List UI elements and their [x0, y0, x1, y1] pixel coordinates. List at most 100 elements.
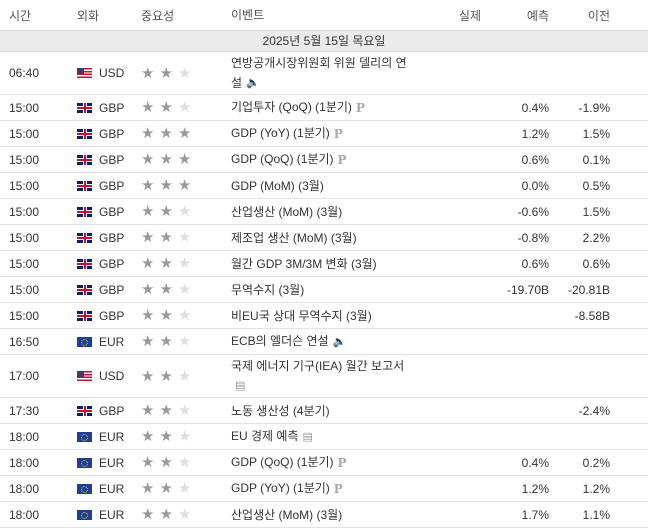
event-name[interactable]: GDP (YoY) (1분기) P — [226, 478, 416, 499]
table-row[interactable]: 15:00 GBP ★ ★ ★ GDP (MoM) (3월) 0.0% 0.5% — [0, 173, 648, 199]
event-name[interactable]: 산업생산 (MoM) (3월) — [226, 505, 416, 525]
importance-star-icon: ★ — [141, 506, 155, 523]
event-label[interactable]: 월간 GDP 3M/3M 변화 (3월) — [231, 256, 377, 271]
header-time[interactable]: 시간 — [9, 8, 32, 23]
event-time: 06:40 — [9, 66, 40, 80]
currency-code: EUR — [99, 507, 125, 522]
table-row[interactable]: 15:00 GBP ★ ★ ★ GDP (QoQ) (1분기) P 0.6% 0.1% — [0, 147, 648, 173]
event-label[interactable]: EU 경제 예측 — [231, 429, 299, 444]
event-name[interactable]: GDP (YoY) (1분기) P — [226, 123, 416, 144]
gb-flag-icon — [77, 154, 92, 165]
event-name[interactable]: 비EU국 상대 무역수지 (3월) — [226, 306, 416, 326]
table-row[interactable]: 15:00 GBP ★ ★ ★ 산업생산 (MoM) (3월) -0.6% 1.5% — [0, 199, 648, 225]
event-name[interactable]: ECB의 엘더슨 연설 🔈 — [226, 331, 416, 352]
event-currency: EUR — [68, 430, 136, 444]
event-label[interactable]: GDP (YoY) (1분기) — [231, 481, 330, 496]
report-icon[interactable]: ▤ — [235, 380, 246, 393]
gb-flag-icon — [77, 284, 92, 295]
header-actual[interactable]: 실제 — [458, 8, 481, 23]
event-time: 15:00 — [9, 256, 40, 271]
importance-rating: ★ ★ ★ — [136, 204, 226, 219]
importance-star-icon: ★ — [141, 125, 155, 142]
currency-code: EUR — [99, 481, 125, 496]
table-row[interactable]: 17:00 USD ★ ★ ★ 국제 에너지 기구(IEA) 월간 보고서▤ — [0, 355, 648, 398]
event-name[interactable]: GDP (QoQ) (1분기) P — [226, 452, 416, 473]
event-label[interactable]: 국제 에너지 기구(IEA) 월간 보고서 — [231, 358, 405, 373]
event-label[interactable]: GDP (MoM) (3월) — [231, 178, 324, 193]
table-row[interactable]: 15:00 GBP ★ ★ ★ 월간 GDP 3M/3M 변화 (3월) 0.6% … — [0, 251, 648, 277]
event-name[interactable]: 월간 GDP 3M/3M 변화 (3월) — [226, 254, 416, 274]
header-event[interactable]: 이벤트 — [231, 8, 265, 22]
previous-value: 0.2% — [582, 455, 610, 470]
event-currency: GBP — [68, 101, 136, 115]
table-row[interactable]: 18:00 EUR ★ ★ ★ GDP (QoQ) (1분기) P 0.4% 0.2% — [0, 450, 648, 476]
importance-star-icon: ★ — [141, 454, 155, 471]
event-label[interactable]: 비EU국 상대 무역수지 (3월) — [231, 308, 372, 323]
event-label[interactable]: 연방공개시장위원회 위원 델리의 연설 — [231, 55, 407, 90]
table-row[interactable]: 15:00 GBP ★ ★ ★ 무역수지 (3월) -19.70B -20.81B — [0, 277, 648, 303]
event-name[interactable]: 산업생산 (MoM) (3월) — [226, 202, 416, 222]
table-row[interactable]: 15:00 GBP ★ ★ ★ GDP (YoY) (1분기) P 1.2% 1.5% — [0, 121, 648, 147]
gb-flag-icon — [77, 206, 92, 217]
event-name[interactable]: GDP (QoQ) (1분기) P — [226, 149, 416, 170]
event-label[interactable]: 산업생산 (MoM) (3월) — [231, 507, 343, 522]
event-time: 18:00 — [9, 507, 40, 522]
event-label[interactable]: 제조업 생산 (MoM) (3월) — [231, 230, 357, 245]
importance-star-icon: ★ — [159, 281, 173, 298]
forecast-value: 0.6% — [521, 256, 549, 271]
table-row[interactable]: 15:00 GBP ★ ★ ★ 비EU국 상대 무역수지 (3월) -8.58B — [0, 303, 648, 329]
speaker-icon[interactable]: 🔈 — [246, 77, 260, 90]
gb-flag-icon — [77, 180, 92, 191]
previous-value: 1.1% — [582, 507, 610, 522]
event-label[interactable]: GDP (QoQ) (1분기) — [231, 455, 334, 470]
table-row[interactable]: 18:00 EUR ★ ★ ★ GDP (YoY) (1분기) P 1.2% 1.2% — [0, 476, 648, 502]
header-previous[interactable]: 이전 — [587, 8, 610, 23]
eu-flag-icon — [77, 457, 92, 468]
importance-rating: ★ ★ ★ — [136, 230, 226, 245]
event-name[interactable]: 제조업 생산 (MoM) (3월) — [226, 228, 416, 248]
table-row[interactable]: 15:00 GBP ★ ★ ★ 기업투자 (QoQ) (1분기) P 0.4% -1.… — [0, 95, 648, 121]
event-name[interactable]: EU 경제 예측 ▤ — [226, 426, 416, 447]
event-label[interactable]: GDP (QoQ) (1분기) — [231, 152, 334, 167]
gb-flag-icon — [77, 128, 92, 139]
event-time: 15:00 — [9, 178, 40, 193]
importance-star-icon: ★ — [159, 151, 173, 168]
event-name[interactable]: 국제 에너지 기구(IEA) 월간 보고서 ▤ — [226, 356, 416, 397]
event-time: 15:00 — [9, 126, 40, 141]
event-label[interactable]: 무역수지 (3월) — [231, 282, 305, 297]
header-currency[interactable]: 외화 — [77, 8, 100, 23]
table-row[interactable]: 18:00 EUR ★ ★ ★ EU 경제 예측 ▤ — [0, 424, 648, 450]
event-time: 18:00 — [9, 455, 40, 470]
importance-star-icon: ★ — [177, 229, 192, 246]
report-icon[interactable]: ▤ — [302, 430, 313, 443]
event-label[interactable]: 산업생산 (MoM) (3월) — [231, 204, 343, 219]
event-name[interactable]: 노동 생산성 (4분기) — [226, 401, 416, 421]
event-label[interactable]: GDP (YoY) (1분기) — [231, 126, 330, 141]
event-label[interactable]: 노동 생산성 (4분기) — [231, 403, 330, 418]
event-name[interactable]: 연방공개시장위원회 위원 델리의 연설 🔈 — [226, 53, 416, 94]
table-row[interactable]: 17:30 GBP ★ ★ ★ 노동 생산성 (4분기) -2.4% — [0, 398, 648, 424]
importance-star-icon: ★ — [159, 64, 173, 82]
header-importance[interactable]: 중요성 — [141, 8, 175, 23]
event-currency: GBP — [68, 231, 136, 245]
event-name[interactable]: 기업투자 (QoQ) (1분기) P — [226, 97, 416, 118]
table-row[interactable]: 06:40 USD ★ ★ ★ 연방공개시장위원회 위원 델리의 연설 🔈 — [0, 52, 648, 95]
event-currency: GBP — [68, 404, 136, 418]
event-currency: GBP — [68, 205, 136, 219]
event-currency: USD — [68, 369, 136, 383]
event-label[interactable]: 기업투자 (QoQ) (1분기) — [231, 100, 352, 115]
event-currency: EUR — [68, 482, 136, 496]
previous-value: 0.5% — [582, 178, 610, 193]
preliminary-icon: P — [333, 126, 343, 141]
table-row[interactable]: 16:50 EUR ★ ★ ★ ECB의 엘더슨 연설 🔈 — [0, 329, 648, 355]
speaker-icon[interactable]: 🔈 — [332, 335, 347, 348]
table-row[interactable]: 15:00 GBP ★ ★ ★ 제조업 생산 (MoM) (3월) -0.8% 2.… — [0, 225, 648, 251]
importance-rating: ★ ★ ★ — [136, 455, 226, 470]
importance-star-icon: ★ — [159, 125, 173, 142]
event-label[interactable]: ECB의 엘더슨 연설 — [231, 334, 329, 349]
event-name[interactable]: GDP (MoM) (3월) — [226, 176, 416, 196]
importance-rating: ★ ★ ★ — [136, 507, 226, 522]
event-name[interactable]: 무역수지 (3월) — [226, 280, 416, 300]
table-row[interactable]: 18:00 EUR ★ ★ ★ 산업생산 (MoM) (3월) 1.7% 1.1% — [0, 502, 648, 528]
header-forecast[interactable]: 예측 — [526, 8, 549, 23]
